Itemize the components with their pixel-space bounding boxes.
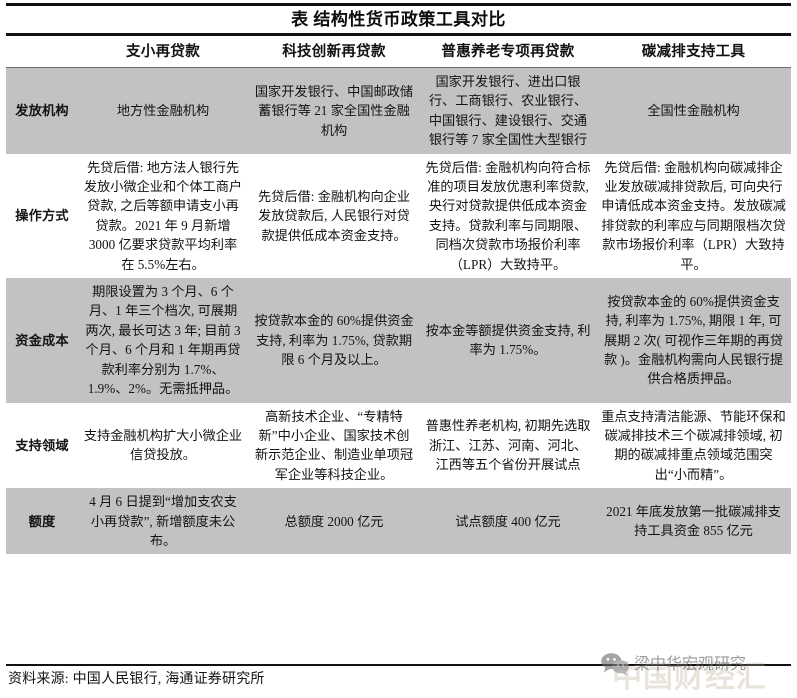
row-label-caozuofangshi: 操作方式 — [6, 153, 78, 279]
cell-zijinchengben-kjcx: 按贷款本金的 60%提供资金支持, 利率为 1.75%, 贷款期限 6 个月及以… — [248, 278, 420, 403]
column-header-tjp: 碳减排支持工具 — [641, 44, 746, 60]
cell-text: 试点额度 400 亿元 — [455, 513, 561, 529]
cell-fafangjigou-zxzdk: 地方性金融机构 — [78, 68, 248, 154]
column-header-phyl: 普惠养老专项再贷款 — [441, 44, 575, 60]
row-label-fafangjigou: 发放机构 — [6, 68, 78, 154]
row-label-edu: 额度 — [6, 488, 78, 555]
cell-text: 按贷款本金的 60%提供资金支持, 利率为 1.75%, 期限 1 年, 可展期… — [603, 293, 784, 387]
cell-zhichilingyu-zxzdk: 支持金融机构扩大小微企业信贷投放。 — [78, 402, 248, 489]
cell-caozuofangshi-tjp: 先贷后借: 金融机构向碳减排企业发放碳减排贷款后, 可向央行申请低成本资金支持。… — [596, 153, 791, 279]
column-header-blank — [6, 38, 78, 67]
column-header-kjcx: 科技创新再贷款 — [282, 44, 386, 60]
cell-text: 总额度 2000 亿元 — [284, 513, 384, 529]
wechat-account-name: 梁中华宏观研究 — [634, 656, 747, 673]
table-row: 额度 4 月 6 日提到“增加支农支小再贷款”, 新增额度未公布。 总额度 20… — [6, 488, 791, 555]
top-rule — [6, 3, 791, 6]
table-header-row: 支小再贷款 科技创新再贷款 普惠养老专项再贷款 碳减排支持工具 — [6, 38, 791, 67]
table-row: 资金成本 期限设置为 3 个月、6 个月、1 年三个档次, 可展期两次, 最长可… — [6, 278, 791, 403]
cell-text: 先贷后借: 地方法人银行先发放小微企业和个体工商户贷款, 之后等额申请支小再贷款… — [83, 159, 243, 272]
cell-edu-tjp: 2021 年底发放第一批碳减排支持工具资金 855 亿元 — [596, 488, 791, 555]
table-row: 操作方式 先贷后借: 地方法人银行先发放小微企业和个体工商户贷款, 之后等额申请… — [6, 153, 791, 279]
cell-text: 先贷后借: 金融机构向碳减排企业发放碳减排贷款后, 可向央行申请低成本资金支持。… — [601, 159, 786, 272]
cell-edu-phyl: 试点额度 400 亿元 — [420, 488, 596, 555]
cell-zijinchengben-tjp: 按贷款本金的 60%提供资金支持, 利率为 1.75%, 期限 1 年, 可展期… — [596, 278, 791, 403]
cell-zhichilingyu-tjp: 重点支持清洁能源、节能环保和碳减排技术三个碳减排领域, 初期的碳减排重点领域范围… — [596, 402, 791, 489]
row-label-zhichilingyu: 支持领域 — [6, 402, 78, 489]
column-header-zxzdk: 支小再贷款 — [126, 44, 200, 60]
cell-text: 4 月 6 日提到“增加支农支小再贷款”, 新增额度未公布。 — [89, 494, 237, 548]
cell-fafangjigou-kjcx: 国家开发银行、中国邮政储蓄银行等 21 家全国性金融机构 — [248, 68, 420, 154]
bottom-rule — [6, 664, 791, 666]
comparison-table: 发放机构 地方性金融机构 国家开发银行、中国邮政储蓄银行等 21 家全国性金融机… — [6, 68, 791, 555]
cell-edu-kjcx: 总额度 2000 亿元 — [248, 488, 420, 555]
cell-text: 期限设置为 3 个月、6 个月、1 年三个档次, 可展期两次, 最长可达 3 年… — [85, 284, 241, 397]
cell-zijinchengben-zxzdk: 期限设置为 3 个月、6 个月、1 年三个档次, 可展期两次, 最长可达 3 年… — [78, 278, 248, 403]
cell-text: 按贷款本金的 60%提供资金支持, 利率为 1.75%, 贷款期限 6 个月及以… — [254, 313, 414, 367]
cell-text: 高新技术企业、“专精特新”中小企业、国家技术创新示范企业、制造业单项冠军企业等科… — [254, 408, 414, 482]
cell-fafangjigou-phyl: 国家开发银行、进出口银行、工商银行、农业银行、中国银行、建设银行、交通银行等 7… — [420, 68, 596, 154]
cell-zhichilingyu-phyl: 普惠性养老机构, 初期先选取浙江、江苏、河南、河北、江西等五个省份开展试点 — [420, 402, 596, 489]
cell-caozuofangshi-zxzdk: 先贷后借: 地方法人银行先发放小微企业和个体工商户贷款, 之后等额申请支小再贷款… — [78, 153, 248, 279]
cell-edu-zxzdk: 4 月 6 日提到“增加支农支小再贷款”, 新增额度未公布。 — [78, 488, 248, 555]
cell-text: 先贷后借: 金融机构向企业发放贷款后, 人民银行对贷款提供低成本资金支持。 — [257, 188, 411, 243]
cell-text: 重点支持清洁能源、节能环保和碳减排技术三个碳减排领域, 初期的碳减排重点领域范围… — [601, 408, 786, 482]
cell-text: 地方性金融机构 — [116, 103, 210, 119]
cell-zijinchengben-phyl: 按本金等额提供资金支持, 利率为 1.75%。 — [420, 278, 596, 403]
cell-zhichilingyu-kjcx: 高新技术企业、“专精特新”中小企业、国家技术创新示范企业、制造业单项冠军企业等科… — [248, 402, 420, 489]
cell-text: 普惠性养老机构, 初期先选取浙江、江苏、河南、河北、江西等五个省份开展试点 — [425, 418, 591, 473]
cell-text: 2021 年底发放第一批碳减排支持工具资金 855 亿元 — [606, 503, 781, 539]
source-note: 资料来源: 中国人民银行, 海通证券研究所 — [8, 672, 265, 687]
table-row: 支持领域 支持金融机构扩大小微企业信贷投放。 高新技术企业、“专精特新”中小企业… — [6, 402, 791, 489]
page-title: 表 结构性货币政策工具对比 — [291, 10, 506, 29]
cell-text: 按本金等额提供资金支持, 利率为 1.75%。 — [425, 322, 591, 358]
cell-text: 国家开发银行、中国邮政储蓄银行等 21 家全国性金融机构 — [254, 83, 414, 138]
table-row: 发放机构 地方性金融机构 国家开发银行、中国邮政储蓄银行等 21 家全国性金融机… — [6, 68, 791, 154]
cell-text: 先贷后借: 金融机构向符合标准的项目发放优惠利率贷款, 央行对贷款提供低成本资金… — [425, 159, 591, 272]
brand-watermark: 中国财经汇 — [612, 661, 767, 694]
cell-fafangjigou-tjp: 全国性金融机构 — [596, 68, 791, 154]
cell-text: 国家开发银行、进出口银行、工商银行、农业银行、中国银行、建设银行、交通银行等 7… — [428, 74, 588, 148]
cell-text: 全国性金融机构 — [647, 103, 740, 119]
row-label-zijinchengben: 资金成本 — [6, 278, 78, 403]
title-rule — [6, 33, 791, 36]
header-rule — [6, 67, 791, 68]
cell-caozuofangshi-phyl: 先贷后借: 金融机构向符合标准的项目发放优惠利率贷款, 央行对贷款提供低成本资金… — [420, 153, 596, 279]
cell-caozuofangshi-kjcx: 先贷后借: 金融机构向企业发放贷款后, 人民银行对贷款提供低成本资金支持。 — [248, 153, 420, 279]
cell-text: 支持金融机构扩大小微企业信贷投放。 — [83, 427, 243, 463]
